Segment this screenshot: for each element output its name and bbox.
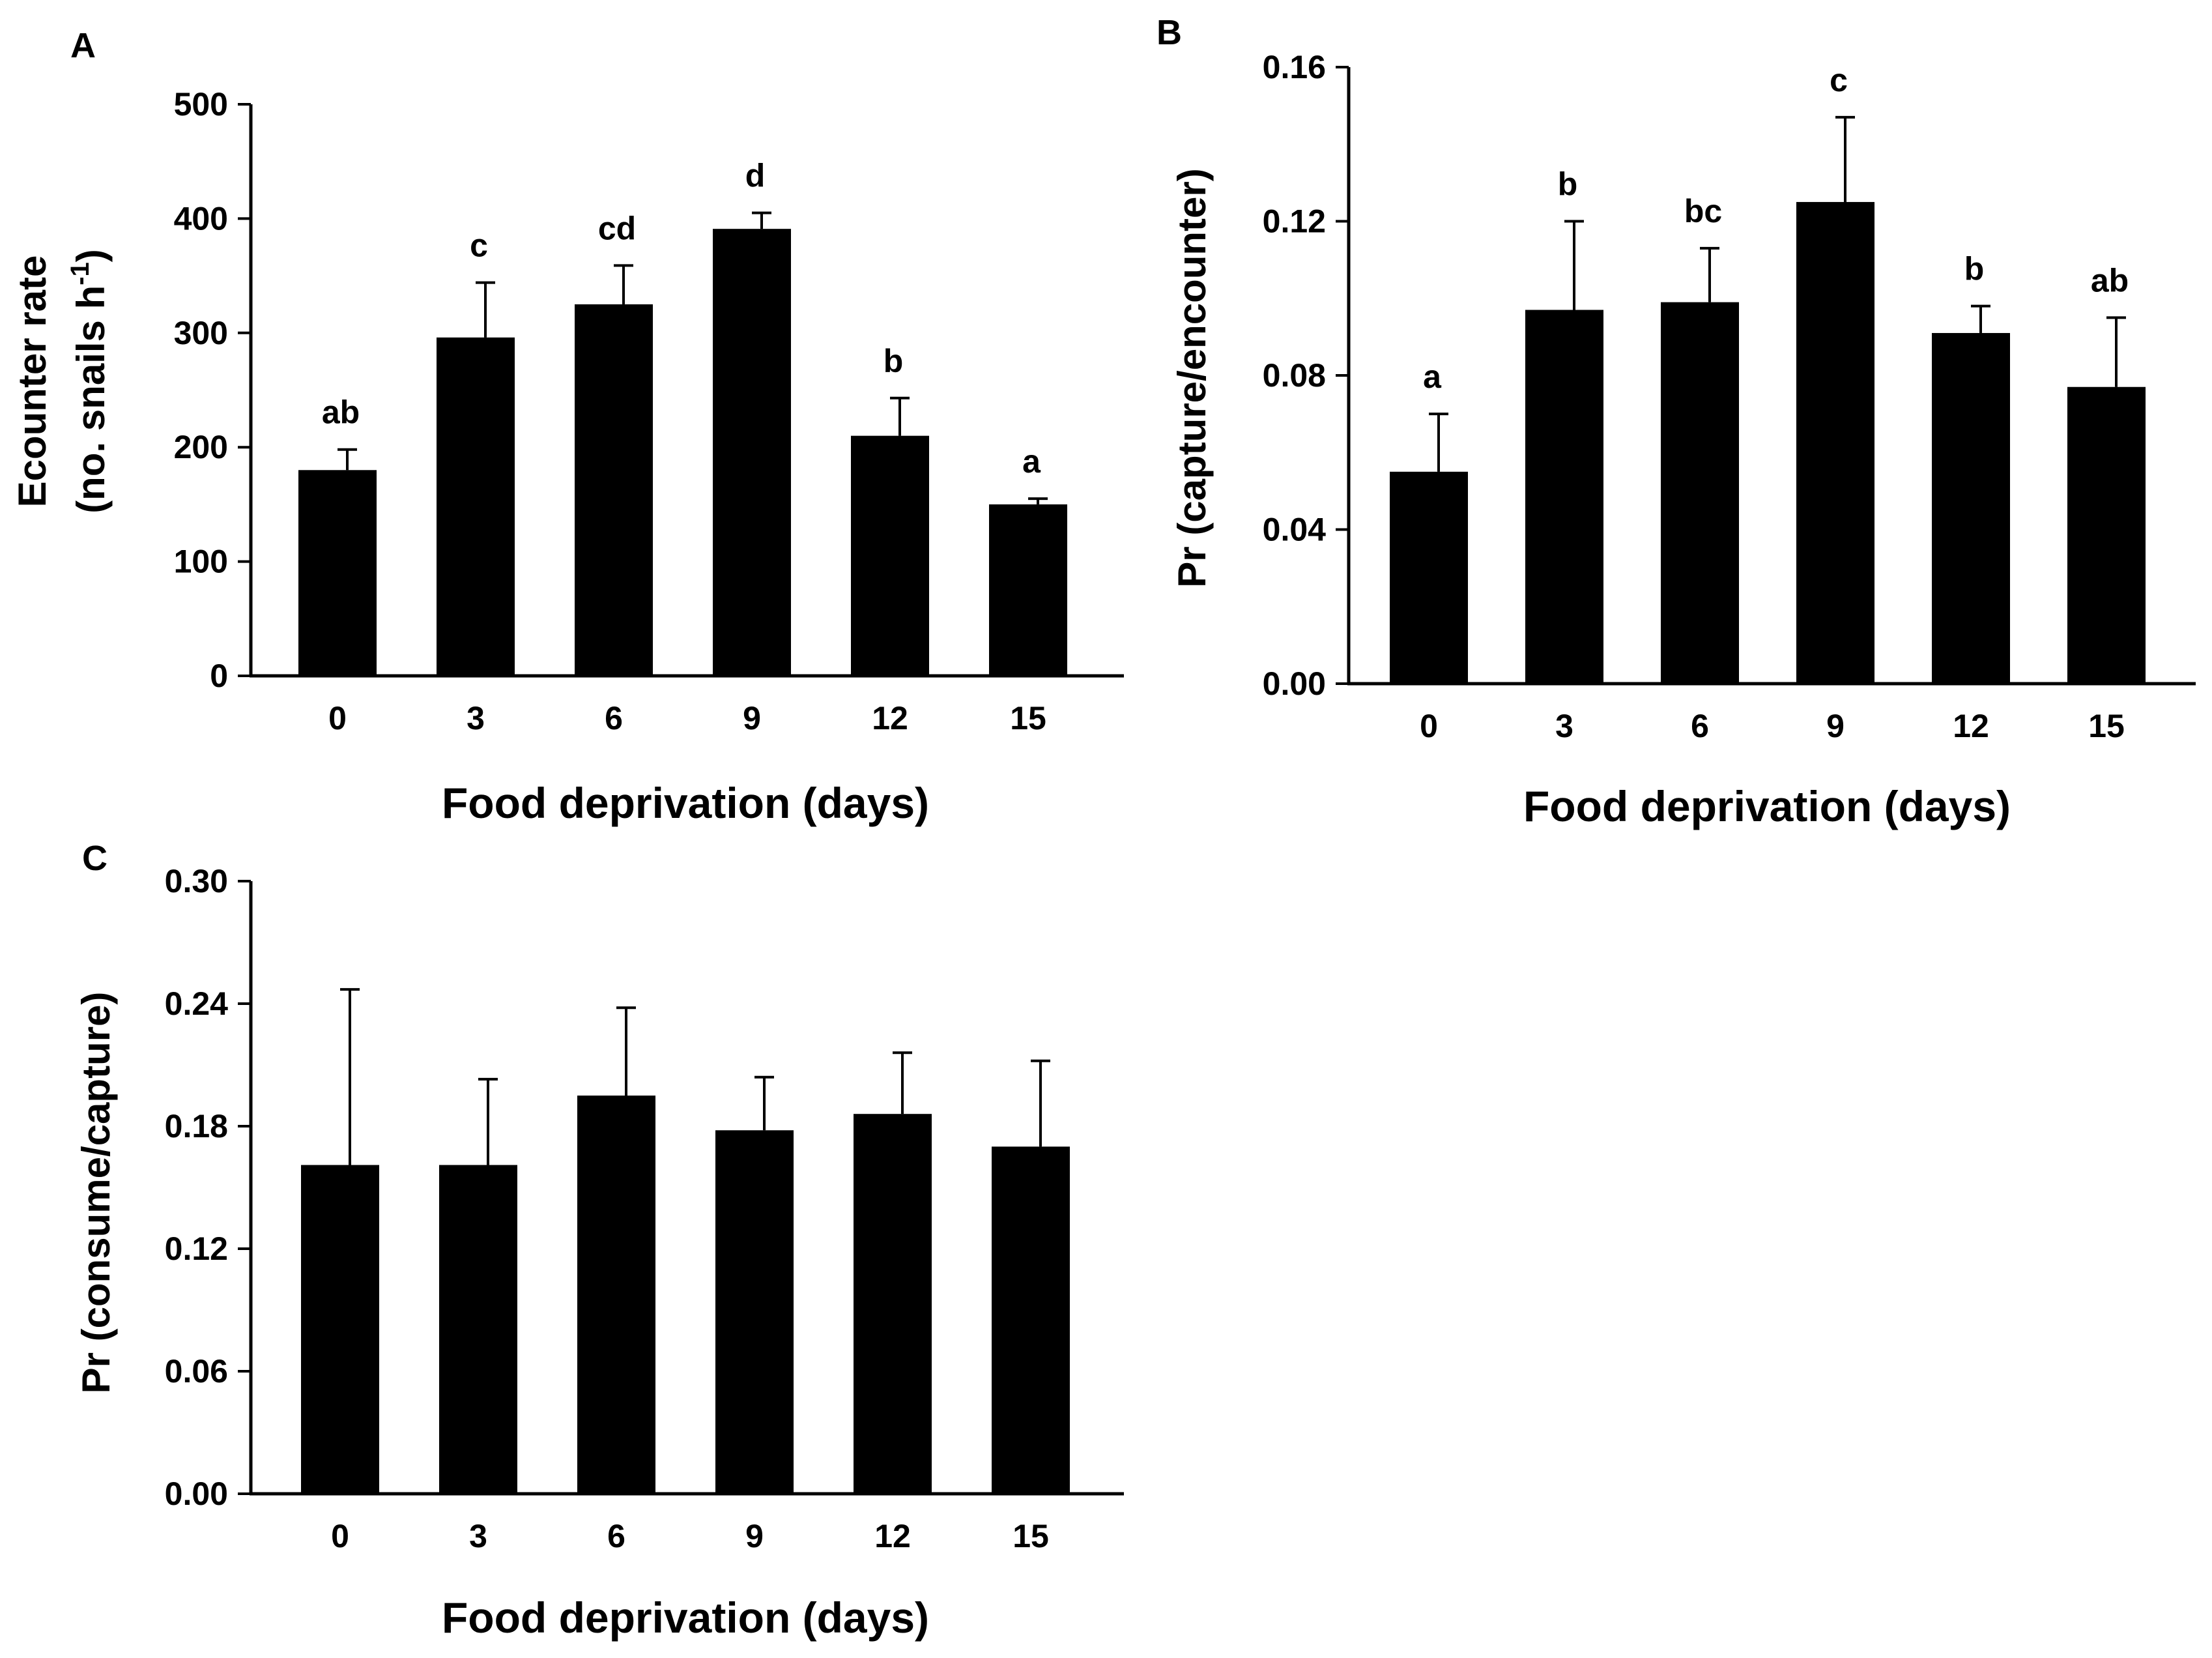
panel-b-y-tick-label: 0.04 (1263, 512, 1327, 548)
panel-b-x-tick-label: 12 (1953, 708, 1989, 744)
panel-a-y-tick-label: 200 (174, 429, 228, 465)
panel-b-y-tick-label: 0.12 (1263, 203, 1326, 240)
panel-a-bar (437, 337, 515, 676)
panel-a-x-tick-label: 0 (328, 700, 347, 736)
panel-b-significance-label: bc (1684, 193, 1722, 229)
panel-b-y-tick-label: 0.00 (1263, 665, 1326, 702)
panel-a-y-tick-label: 0 (210, 658, 228, 694)
panel-b-y-tick-label: 0.08 (1263, 357, 1326, 394)
panel-c-y-tick-label: 0.00 (165, 1476, 228, 1512)
panel-b-x-tick-label: 15 (2088, 708, 2125, 744)
panel-a-x-tick-label: 15 (1010, 700, 1046, 736)
panel-c-y-axis-title: Pr (consume/capture) (74, 992, 118, 1394)
panel-a-y-tick-label: 300 (174, 315, 228, 351)
panel-b-significance-label: a (1423, 358, 1442, 395)
panel-a-x-tick-label: 6 (605, 700, 623, 736)
panel-c-x-tick-label: 9 (745, 1518, 764, 1554)
panel-a-significance-label: d (745, 158, 766, 194)
panel-c-x-tick-label: 0 (331, 1518, 349, 1554)
panel-a-bar (298, 470, 377, 676)
panel-b-x-tick-label: 0 (1420, 708, 1438, 744)
panel-a-letter: A (70, 26, 96, 65)
panel-c-bar (715, 1130, 794, 1494)
panel-b-bar (1525, 310, 1603, 684)
panel-c-bar (992, 1146, 1070, 1494)
panel-a-bar (713, 229, 791, 676)
panel-b-x-tick-label: 3 (1555, 708, 1573, 744)
panel-c-x-axis-title: Food deprivation (days) (442, 1593, 929, 1642)
panel-c-y-tick-label: 0.12 (165, 1230, 228, 1267)
panel-a-bar (989, 504, 1067, 676)
panel-b-bar (2067, 386, 2146, 684)
panel-b-x-tick-label: 6 (1691, 708, 1709, 744)
panel-a-significance-label: ab (322, 394, 360, 431)
panel-a-x-tick-label: 9 (743, 700, 761, 736)
panel-a-bar (851, 435, 929, 676)
panel-b-bar (1932, 332, 2010, 684)
panel-a-significance-label: cd (598, 210, 636, 246)
panel-a-x-axis-title: Food deprivation (days) (442, 779, 929, 827)
panel-c-bar (439, 1165, 517, 1494)
panel-a-significance-label: a (1022, 443, 1041, 480)
panel-c-bar (577, 1096, 655, 1494)
panel-c-y-tick-label: 0.24 (165, 985, 229, 1022)
panel-a-y-tick-label: 500 (174, 86, 228, 123)
panel-c-x-tick-label: 12 (874, 1518, 911, 1554)
panel-b-bar (1796, 201, 1874, 684)
panel-a-significance-label: c (470, 227, 488, 264)
panel-a-x-tick-label: 3 (467, 700, 485, 736)
panel-b-x-tick-label: 9 (1826, 708, 1845, 744)
panel-a-y-title-line2: (no. snails h-1) (66, 249, 113, 514)
panel-a-y-title-end: ) (69, 249, 113, 262)
panel-c: C Pr (consume/capture) Food deprivation … (74, 839, 1124, 1642)
panel-a-significance-label: b (883, 343, 904, 379)
panel-c-x-tick-label: 6 (607, 1518, 625, 1554)
panel-b-significance-label: b (1558, 166, 1578, 203)
panel-b-letter: B (1156, 13, 1182, 52)
panel-b-significance-label: c (1830, 62, 1848, 98)
panel-a-bar (575, 304, 653, 676)
panel-c-letter: C (82, 839, 108, 878)
panel-c-y-tick-label: 0.06 (165, 1353, 228, 1389)
panel-b-y-axis-title: Pr (capture/encounter) (1170, 168, 1214, 587)
panel-a: A Ecounter rate (no. snails h-1) Food de… (10, 26, 1124, 827)
panel-a-y-title-line1: Ecounter rate (10, 255, 54, 508)
panel-b-bar (1390, 471, 1468, 684)
panel-a-y-axis-title: Ecounter rate (no. snails h-1) (10, 249, 113, 514)
panel-a-y-title-superscript: -1 (66, 262, 94, 285)
panel-b-significance-label: ab (2091, 262, 2129, 298)
panel-c-x-tick-label: 15 (1013, 1518, 1049, 1554)
panel-c-y-tick-label: 0.18 (165, 1108, 228, 1144)
panel-a-y-title-base: (no. snails h (69, 285, 113, 514)
panel-c-bar (301, 1165, 379, 1494)
panel-a-y-tick-label: 400 (174, 200, 228, 237)
panel-c-x-tick-label: 3 (469, 1518, 487, 1554)
panel-b-y-tick-label: 0.16 (1263, 49, 1326, 85)
panel-b-significance-label: b (1964, 251, 1985, 287)
panel-c-y-tick-label: 0.30 (165, 863, 228, 899)
panel-b-x-axis-title: Food deprivation (days) (1523, 782, 2011, 830)
panel-b: B Pr (capture/encounter) Food deprivatio… (1156, 13, 2196, 830)
panel-b-bar (1661, 302, 1739, 684)
panel-a-y-tick-label: 100 (174, 544, 228, 580)
panel-a-x-tick-label: 12 (872, 700, 908, 736)
panel-c-bar (854, 1114, 932, 1494)
